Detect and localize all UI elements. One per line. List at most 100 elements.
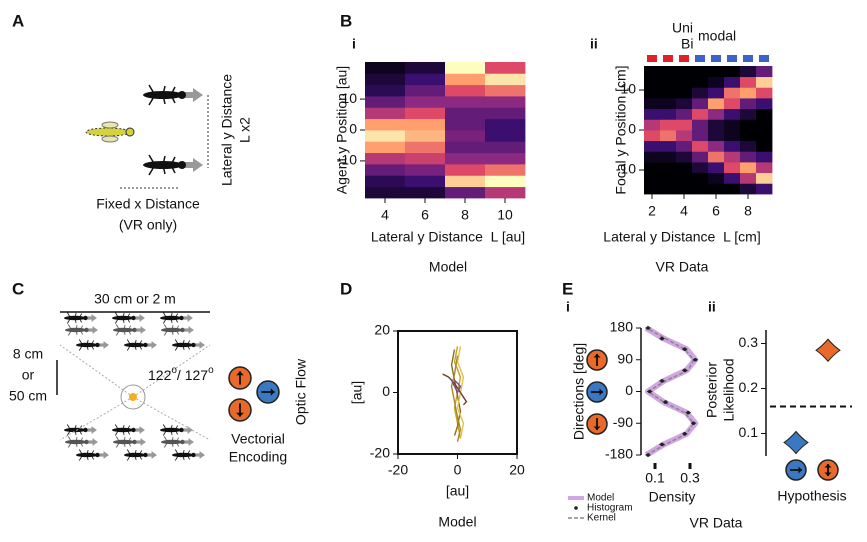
heatmap-cell	[692, 119, 709, 131]
locust-leg	[67, 324, 72, 331]
locust-leg	[126, 454, 131, 461]
x-tick-label: 4	[680, 203, 688, 219]
y-tick-label: -10	[337, 152, 357, 168]
heatmap-cell	[445, 175, 486, 188]
heatmap-cell	[676, 151, 693, 163]
locust-leg	[74, 312, 77, 319]
heatmap-cell	[756, 140, 773, 152]
optic-arrow	[132, 314, 145, 322]
locust-head	[83, 427, 88, 433]
axis-label: Hypothesis	[777, 488, 846, 504]
angle-part: / 127	[177, 367, 208, 383]
agent-dot	[129, 393, 137, 401]
locust-head	[132, 439, 137, 445]
locust-leg	[175, 313, 178, 319]
axis-label: Optic Flow	[293, 358, 309, 425]
vectorial-label: Encoding	[229, 449, 287, 465]
caption: Model	[438, 514, 476, 530]
heatmap-cell	[676, 162, 693, 174]
y-tick-label: 0.1	[739, 424, 759, 440]
locust-head	[132, 327, 137, 333]
violin	[815, 338, 841, 363]
heatmap-cell	[708, 140, 725, 152]
heatmap-cell	[644, 151, 661, 163]
locust-leg	[91, 454, 94, 460]
heatmap-cell	[445, 152, 486, 165]
optic-arrow	[192, 341, 205, 349]
locust-leg	[170, 312, 173, 319]
y-tick-label: 10	[341, 90, 357, 106]
locust-leg	[134, 339, 137, 346]
heatmap-cell	[405, 141, 446, 154]
x-tick-label: 2	[648, 203, 656, 219]
locust-leg	[123, 329, 126, 336]
histogram-point	[646, 453, 650, 457]
heatmap-cell	[485, 175, 526, 188]
heatmap-cell	[740, 140, 757, 152]
locust-leg	[79, 313, 82, 319]
heatmap-cell	[724, 119, 741, 131]
heatmap-cell	[756, 172, 773, 184]
heatmap-cell	[644, 130, 661, 142]
heatmap-cell	[740, 98, 757, 110]
locust-leg	[176, 329, 179, 335]
locust-leg	[148, 154, 156, 166]
x-tick-label: 8	[461, 207, 469, 223]
heatmap-cell	[676, 87, 693, 99]
optic-arrow	[180, 426, 193, 434]
locust-icon	[65, 436, 98, 448]
locust-leg	[170, 86, 176, 96]
heatmap-cell	[724, 162, 741, 174]
label: 50 cm	[9, 388, 47, 404]
modality-marker	[663, 55, 673, 62]
heatmap-cell	[676, 172, 693, 184]
heatmap-cell	[644, 76, 661, 88]
locust-leg	[134, 454, 137, 461]
heatmap-cell	[756, 76, 773, 88]
heatmap-cell	[756, 130, 773, 142]
heatmap-cell	[445, 118, 486, 131]
modality-marker	[743, 55, 753, 62]
locust-leg	[171, 441, 174, 448]
heatmap-cell	[660, 119, 677, 131]
icon-arrowhead	[270, 388, 275, 396]
heatmap-cell	[660, 151, 677, 163]
locust-leg	[171, 329, 174, 336]
heatmap-cell	[756, 66, 773, 78]
locust-leg	[170, 164, 176, 174]
locust-leg	[79, 429, 82, 435]
optic-arrow	[181, 438, 194, 446]
icon-arrowhead	[593, 426, 601, 430]
optic-arrow	[144, 451, 157, 459]
heatmap-cell	[405, 130, 446, 142]
modality-marker	[759, 55, 769, 62]
heatmap-cell	[485, 141, 526, 154]
heatmap-cell	[740, 108, 757, 120]
x-tick-label: 4	[381, 207, 389, 223]
locust-icon	[113, 324, 146, 336]
wasp-wing	[101, 135, 119, 143]
heatmap-cell	[644, 98, 661, 110]
locust-leg	[139, 454, 142, 460]
heatmap-cell	[445, 141, 486, 154]
locust-leg	[128, 441, 131, 447]
heatmap-cell	[692, 162, 709, 174]
locust-leg	[175, 425, 178, 431]
angle-label: 122o/ 127o	[148, 365, 214, 383]
heatmap-cell	[692, 172, 709, 184]
locust-leg	[134, 449, 137, 456]
x-tick-label: 0	[454, 462, 462, 478]
heatmap-cell	[692, 130, 709, 142]
heatmap-cell	[724, 172, 741, 184]
locust-leg	[139, 344, 142, 350]
locust-leg	[91, 344, 94, 350]
icon-arrowhead	[236, 412, 244, 417]
locust-leg	[163, 436, 168, 443]
locust-leg	[126, 344, 131, 351]
heatmap-cell	[644, 66, 661, 78]
locust-leg	[163, 324, 168, 331]
heatmap-cell	[445, 73, 486, 86]
y-tick-label: 0.2	[739, 379, 759, 395]
locust-leg	[91, 450, 94, 456]
legend-entry: Histogram	[587, 503, 633, 514]
